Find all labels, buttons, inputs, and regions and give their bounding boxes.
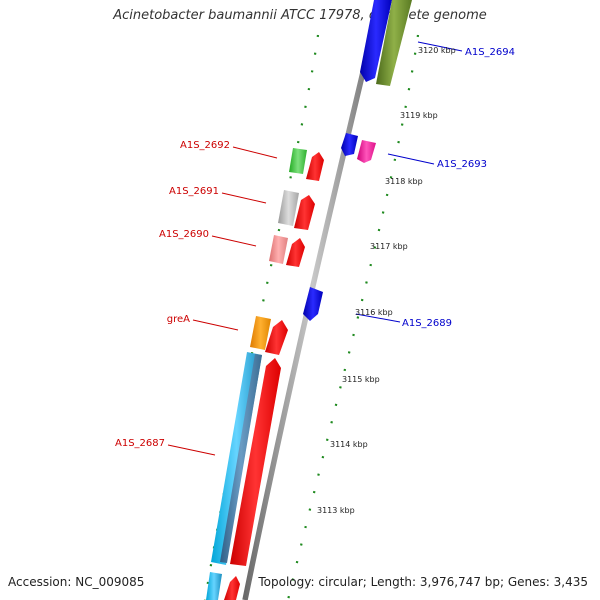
gene-bottom-red-block bbox=[224, 576, 240, 600]
leader-lines bbox=[167, 41, 463, 456]
leader-a1s-2687 bbox=[167, 444, 216, 456]
gene-label-a1s-2689[interactable]: A1S_2689 bbox=[402, 318, 452, 329]
leader-a1s-2691 bbox=[221, 192, 267, 204]
gene-a1s-2690-block bbox=[269, 235, 288, 264]
tick-label-3118: 3118 kbp bbox=[385, 177, 423, 186]
gene-a1s-2691-block bbox=[278, 190, 299, 226]
gene-a1s-2692-block bbox=[289, 148, 307, 174]
leader-a1s-2689 bbox=[355, 313, 401, 323]
tick-label-3120: 3120 kbp bbox=[418, 46, 456, 55]
gene-label-grea[interactable]: greA bbox=[167, 314, 190, 325]
outer-dotted-track bbox=[286, 34, 420, 600]
accession-text: Accession: NC_009085 bbox=[8, 575, 145, 589]
leader-grea bbox=[192, 319, 239, 331]
gene-grea-red-block bbox=[265, 320, 288, 355]
gene-olive-block bbox=[376, 0, 412, 86]
gene-a1s-2691-red-block bbox=[294, 195, 315, 230]
tick-label-3114: 3114 kbp bbox=[330, 440, 368, 449]
leader-a1s-2693 bbox=[387, 153, 435, 165]
gene-label-a1s-2691[interactable]: A1S_2691 bbox=[169, 186, 219, 197]
tick-label-3117: 3117 kbp bbox=[370, 242, 408, 251]
gene-label-a1s-2692[interactable]: A1S_2692 bbox=[180, 140, 230, 151]
gene-a1s-2694-block bbox=[360, 0, 392, 82]
tick-label-3116: 3116 kbp bbox=[355, 308, 393, 317]
tick-label-3115: 3115 kbp bbox=[342, 375, 380, 384]
gene-a1s-2687-red-block bbox=[230, 358, 281, 566]
gene-label-a1s-2694[interactable]: A1S_2694 bbox=[465, 47, 515, 58]
leader-a1s-2692 bbox=[232, 146, 278, 159]
gene-bottom-cyan-block bbox=[206, 572, 222, 600]
tick-label-3113: 3113 kbp bbox=[317, 506, 355, 515]
leader-a1s-2694 bbox=[417, 41, 463, 52]
gene-a1s-2687-steel-block bbox=[220, 354, 262, 563]
leader-a1s-2690 bbox=[211, 235, 257, 247]
genome-summary-text: Topology: circular; Length: 3,976,747 bp… bbox=[258, 575, 588, 589]
gene-label-a1s-2690[interactable]: A1S_2690 bbox=[159, 229, 209, 240]
gene-grea-block bbox=[250, 316, 271, 350]
gene-a1s-2692-red-block bbox=[306, 152, 324, 181]
gene-a1s-2693-block bbox=[341, 133, 358, 156]
gene-label-a1s-2687[interactable]: A1S_2687 bbox=[115, 438, 165, 449]
gene-a1s-2689-block bbox=[303, 287, 323, 321]
gene-label-a1s-2693[interactable]: A1S_2693 bbox=[437, 159, 487, 170]
gene-a1s-2690-red-block bbox=[286, 238, 305, 267]
gene-magenta-block bbox=[357, 140, 376, 163]
tick-label-3119: 3119 kbp bbox=[400, 111, 438, 120]
